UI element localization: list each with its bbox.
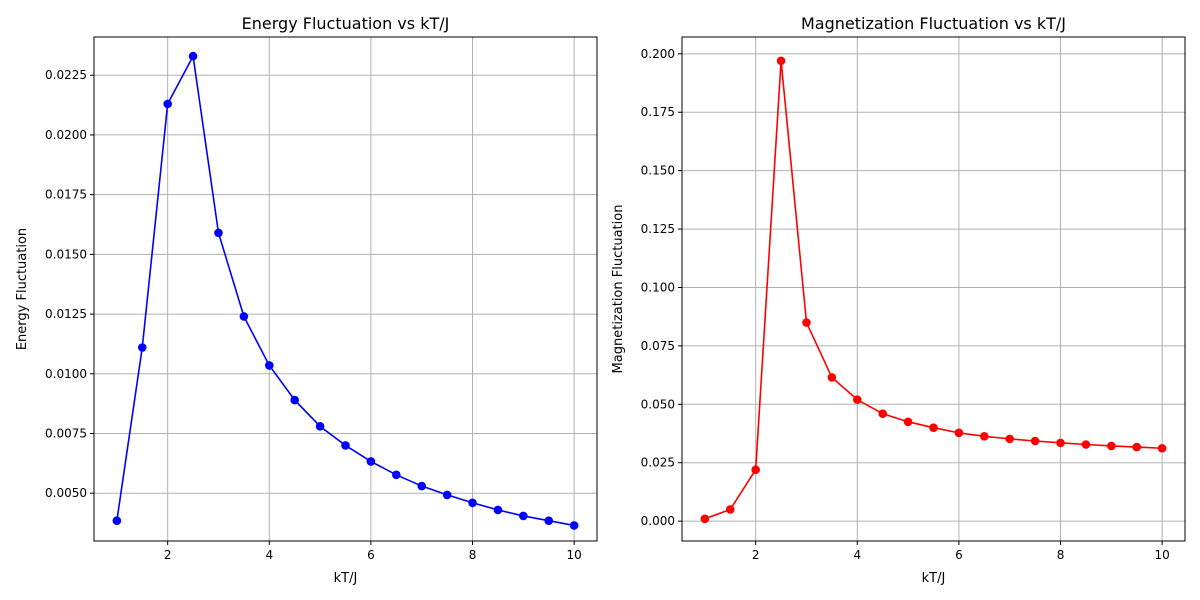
data-point [417,481,427,491]
y-tick-label: 0.175 [641,105,675,119]
x-tick-label: 8 [1057,548,1065,562]
chart-title: Magnetization Fluctuation vs kT/J [801,14,1066,33]
data-point [1056,438,1065,448]
plot-frame [93,36,598,542]
data-point [776,56,786,66]
chart-panel-1: 2 4 6 8 10 0.0050 0.0075 0.0100 0.0125 0.0150 0.01… [15,14,598,586]
data-point [1005,434,1015,444]
data-point [544,516,554,525]
y-tick-label: 0.075 [641,339,675,353]
x-tick-label: 2 [752,548,760,562]
x-tick-label: 6 [955,548,963,562]
data-point [290,395,299,405]
y-tick-label: 0.0200 [45,128,87,142]
y-tick-label: 0.0175 [45,188,87,202]
data-point [239,312,249,321]
data-point [1107,441,1116,451]
data-point [315,422,325,431]
data-point [725,505,735,514]
y-tick-label: 0.100 [641,280,675,294]
data-point [569,521,579,530]
data-point [442,490,452,500]
y-tick-label: 0.025 [641,456,675,470]
x-tick-label: 8 [469,548,477,562]
data-point [264,361,274,370]
x-tick-label: 10 [566,548,581,562]
data-point [519,511,528,521]
plot-frame [681,36,1186,542]
chart-panel-2: 2 4 6 8 10 0.000 0.025 0.050 0.075 0.100 0.125 0.15… [611,14,1186,586]
y-tick-label: 0.050 [641,397,675,411]
y-axis-label: Magnetization Fluctuation [611,205,626,374]
data-point [827,373,837,382]
y-tick-label: 0.200 [641,47,675,61]
y-tick-label: 0.125 [641,222,675,236]
y-tick-label: 0.0150 [45,247,87,261]
x-axis-label: kT/J [334,571,358,586]
data-point [1157,443,1167,453]
data-point [852,395,862,404]
data-point [214,228,223,238]
data-point [1132,442,1142,452]
data-point [163,99,172,109]
x-tick-label: 10 [1154,548,1169,562]
x-tick-label: 4 [265,548,273,562]
data-point [392,470,401,480]
data-point [700,514,710,524]
data-point [468,498,477,508]
y-tick-label: 0.150 [641,164,675,178]
x-tick-label: 4 [853,548,861,562]
data-point [903,417,913,427]
data-point [802,318,811,327]
data-point [188,51,198,61]
data-point [929,423,938,432]
data-point [878,409,887,418]
data-point [493,505,503,515]
data-point [751,465,760,475]
data-point [112,516,122,525]
data-point [1081,440,1091,449]
data-point [366,457,376,466]
data-point [341,441,350,450]
series-line [116,53,575,527]
data-point [980,432,989,441]
data-point [1030,436,1040,446]
series-line [704,60,1163,520]
y-tick-label: 0.0075 [45,427,87,441]
x-tick-label: 2 [164,548,172,562]
chart-title: Energy Fluctuation vs kT/J [242,14,450,33]
y-tick-label: 0.000 [641,514,675,528]
data-point [137,343,147,352]
x-axis-label: kT/J [922,571,946,586]
y-axis-label: Energy Fluctuation [15,228,30,350]
x-tick-label: 6 [367,548,375,562]
y-tick-label: 0.0225 [45,68,87,82]
y-tick-label: 0.0125 [45,307,87,321]
data-point [954,428,964,438]
y-tick-label: 0.0050 [45,486,87,500]
y-tick-label: 0.0100 [45,367,87,381]
